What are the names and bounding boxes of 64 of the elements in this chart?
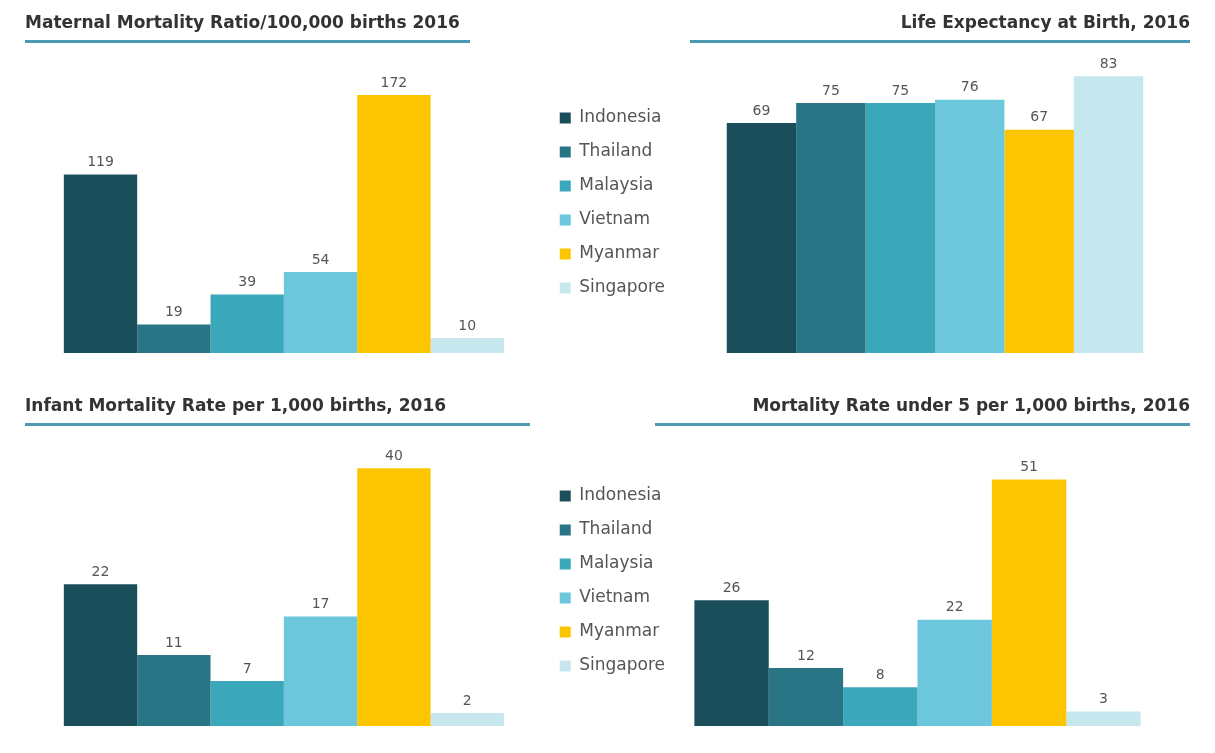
data-label: 2 (462, 691, 472, 708)
data-label: 26 (722, 578, 741, 595)
legend-label: Vietnam (579, 208, 651, 229)
data-label: 51 (1020, 458, 1038, 475)
bar (796, 103, 866, 353)
data-label: 11 (164, 633, 183, 650)
data-label: 54 (311, 250, 330, 267)
legend-label: Vietnam (579, 586, 651, 607)
chart-title: Life Expectancy at Birth, 2016 (690, 12, 1190, 43)
bar (357, 95, 431, 353)
chart-title: Infant Mortality Rate per 1,000 births, 2016 (25, 395, 530, 426)
bar (1066, 711, 1141, 726)
bar (694, 600, 769, 726)
bar (726, 123, 797, 353)
data-label: 83 (1099, 54, 1118, 71)
legend-label: Singapore (579, 276, 665, 297)
legend-label: Myanmar (579, 620, 660, 641)
legend-label: Malaysia (579, 552, 654, 573)
bar (357, 468, 431, 726)
bar (1004, 129, 1074, 353)
bar (283, 272, 358, 353)
bar (430, 338, 504, 353)
bar (137, 324, 211, 353)
data-label: 8 (875, 665, 885, 682)
data-label: 17 (311, 595, 330, 612)
bar (283, 616, 358, 726)
legend-label: Indonesia (579, 484, 662, 505)
data-label: 10 (458, 316, 477, 333)
legend-label: Myanmar (579, 242, 660, 263)
legend-label: Singapore (579, 654, 665, 675)
bar (210, 294, 284, 353)
data-label: 69 (752, 101, 771, 118)
bar (63, 584, 138, 726)
data-label: 7 (242, 659, 252, 676)
bar (865, 103, 935, 353)
data-label: 39 (238, 273, 257, 290)
legend-label: Thailand (578, 518, 653, 539)
bar (1073, 76, 1144, 353)
data-label: 75 (821, 81, 840, 98)
bar (843, 687, 918, 726)
bar (430, 713, 504, 726)
legend-label: Thailand (578, 140, 653, 161)
chart-title: Maternal Mortality Ratio/100,000 births 2016 (25, 12, 470, 43)
data-label: 75 (891, 81, 910, 98)
data-label: 12 (797, 646, 815, 663)
bar (991, 479, 1067, 726)
data-label: 22 (91, 562, 110, 579)
data-label: 76 (960, 78, 979, 95)
chart-title: Mortality Rate under 5 per 1,000 births, 2016 (655, 395, 1190, 426)
data-label: 22 (945, 598, 964, 615)
data-label: 3 (1098, 690, 1108, 707)
legend-label: Malaysia (579, 174, 654, 195)
data-label: 40 (384, 446, 403, 463)
bar (917, 619, 992, 726)
bar (935, 99, 1005, 353)
bar (210, 680, 284, 726)
legend-label: Indonesia (579, 106, 662, 127)
bar (768, 668, 844, 726)
data-label: 67 (1030, 108, 1049, 125)
bar (137, 655, 211, 726)
bar (63, 174, 138, 353)
data-label: 119 (87, 153, 114, 170)
data-label: 19 (164, 303, 183, 320)
data-label: 172 (380, 73, 408, 90)
